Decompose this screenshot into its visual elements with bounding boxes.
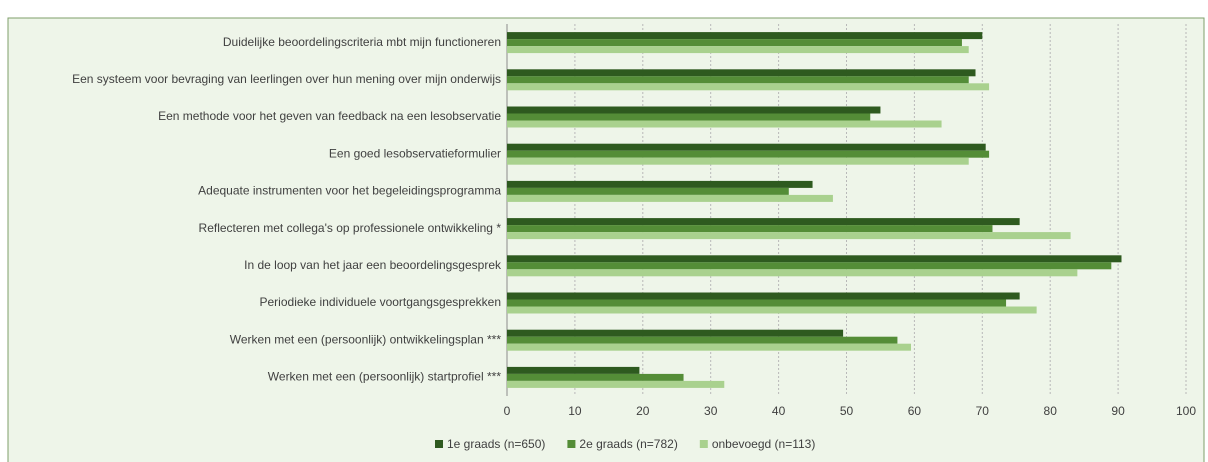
legend-swatch — [567, 440, 576, 448]
x-tick-label: 10 — [568, 404, 582, 418]
bar — [507, 373, 684, 381]
y-tick-label: Een methode voor het geven van feedback … — [158, 109, 501, 123]
chart-panel — [7, 17, 1205, 462]
bar — [507, 46, 969, 54]
y-tick-label: Werken met een (persoonlijk) ontwikkelin… — [230, 332, 502, 346]
y-tick-label: Adequate instrumenten voor het begeleidi… — [198, 184, 501, 198]
x-tick-label: 50 — [840, 404, 854, 418]
bar — [507, 380, 725, 388]
legend-label: onbevoegd (n=113) — [712, 437, 816, 451]
bar — [507, 194, 833, 202]
bar — [507, 225, 993, 233]
x-tick-label: 80 — [1044, 404, 1058, 418]
legend-label: 2e graads (n=782) — [579, 437, 677, 451]
x-tick-label: 60 — [908, 404, 922, 418]
bar — [507, 262, 1112, 270]
x-tick-label: 20 — [636, 404, 650, 418]
y-tick-label: Een goed lesobservatieformulier — [329, 146, 501, 160]
y-tick-label: Een systeem voor bevraging van leerlinge… — [72, 72, 501, 86]
x-tick-label: 0 — [504, 404, 511, 418]
x-tick-label: 100 — [1176, 404, 1196, 418]
x-tick-label: 70 — [976, 404, 990, 418]
bar — [507, 120, 942, 128]
bar — [507, 292, 1020, 300]
bar — [507, 306, 1037, 314]
y-tick-label: In de loop van het jaar een beoordelings… — [244, 258, 502, 272]
bar — [507, 299, 1007, 307]
bar — [507, 329, 844, 337]
y-tick-label: Werken met een (persoonlijk) startprofie… — [268, 370, 502, 384]
x-tick-label: 90 — [1111, 404, 1125, 418]
bar — [507, 269, 1078, 277]
bar — [507, 143, 986, 151]
bar — [507, 232, 1071, 240]
bar — [507, 113, 871, 121]
y-tick-label: Reflecteren met collega's op professione… — [199, 221, 502, 235]
bar — [507, 106, 881, 114]
bar — [507, 218, 1020, 226]
bar — [507, 150, 990, 158]
y-tick-label: Duidelijke beoordelingscriteria mbt mijn… — [223, 35, 501, 49]
bar — [507, 69, 976, 77]
bar — [507, 83, 990, 91]
x-tick-label: 30 — [704, 404, 718, 418]
y-tick-label: Periodieke individuele voortgangsgesprek… — [260, 295, 502, 309]
bar — [507, 343, 912, 351]
bar — [507, 187, 789, 195]
legend-swatch — [435, 440, 443, 448]
bar — [507, 180, 813, 188]
bar — [507, 157, 969, 165]
bar — [507, 255, 1122, 263]
bar — [507, 32, 983, 40]
legend-swatch — [699, 440, 708, 448]
bar — [507, 336, 898, 344]
legend-label: 1e graads (n=650) — [447, 437, 545, 451]
bar — [507, 76, 969, 84]
bar — [507, 39, 962, 47]
bar — [507, 366, 640, 374]
x-tick-label: 40 — [772, 404, 786, 418]
